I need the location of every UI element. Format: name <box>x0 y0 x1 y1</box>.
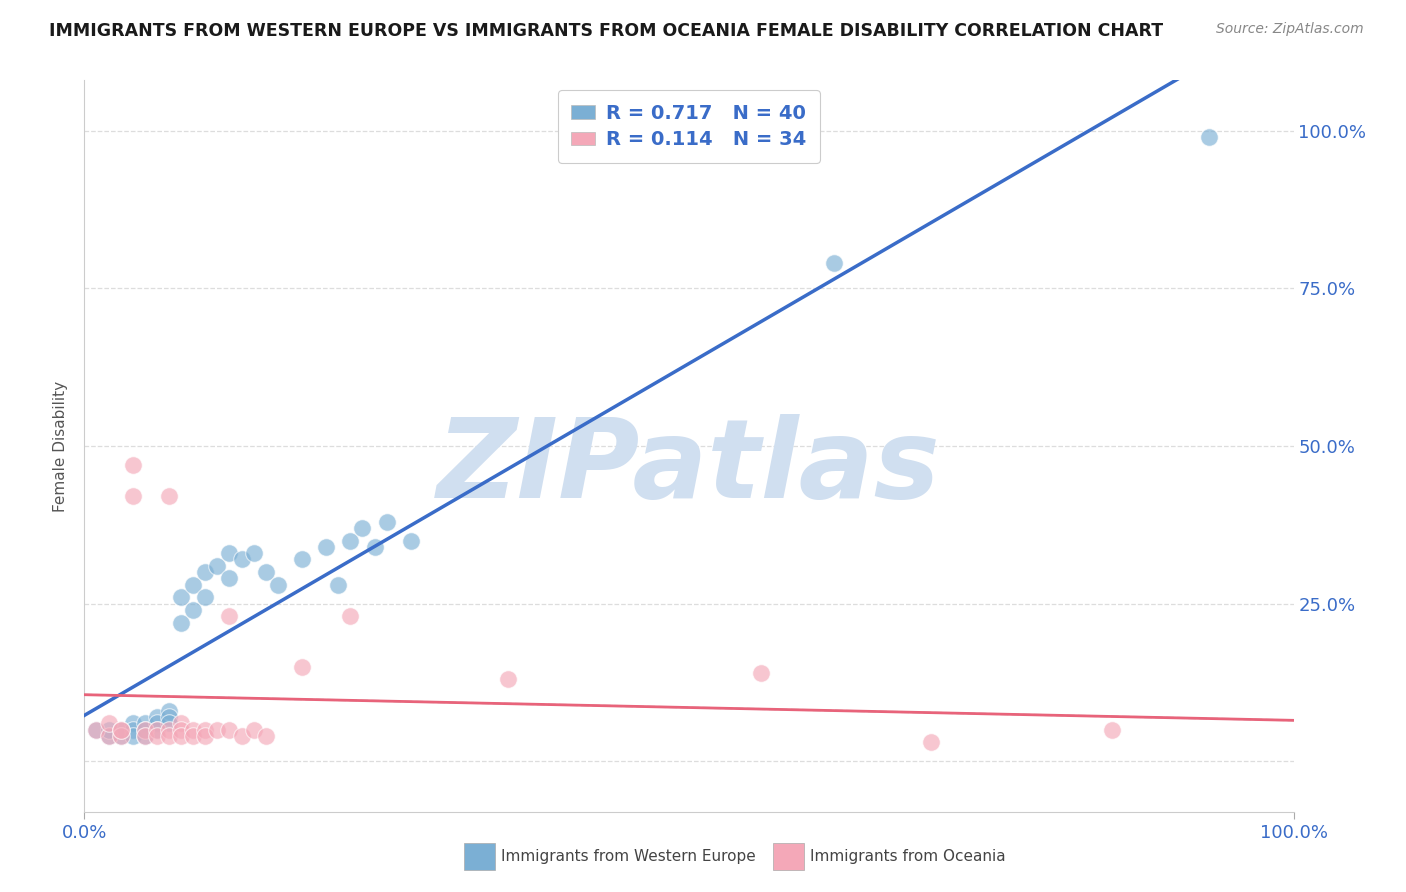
Point <box>194 723 217 737</box>
Point <box>170 729 193 743</box>
Point <box>134 716 156 731</box>
Point <box>399 533 422 548</box>
Legend: R = 0.717   N = 40, R = 0.114   N = 34: R = 0.717 N = 40, R = 0.114 N = 34 <box>558 90 820 163</box>
Point <box>1101 723 1123 737</box>
Point <box>134 729 156 743</box>
Point <box>110 723 132 737</box>
Point <box>751 665 773 680</box>
Point <box>157 704 180 718</box>
Point <box>97 729 120 743</box>
Y-axis label: Female Disability: Female Disability <box>53 380 69 512</box>
Text: Source: ZipAtlas.com: Source: ZipAtlas.com <box>1216 22 1364 37</box>
Point <box>291 659 314 673</box>
Text: ZIPatlas: ZIPatlas <box>437 415 941 522</box>
Point <box>97 723 120 737</box>
Point <box>146 716 169 731</box>
Point <box>207 723 229 737</box>
Point <box>110 729 132 743</box>
Point <box>231 552 253 566</box>
Point <box>218 609 240 624</box>
Point <box>97 729 120 743</box>
Point <box>170 591 193 605</box>
Point <box>157 729 180 743</box>
Point <box>181 578 204 592</box>
Text: IMMIGRANTS FROM WESTERN EUROPE VS IMMIGRANTS FROM OCEANIA FEMALE DISABILITY CORR: IMMIGRANTS FROM WESTERN EUROPE VS IMMIGR… <box>49 22 1163 40</box>
Point <box>170 723 193 737</box>
Point <box>157 490 180 504</box>
Point <box>218 571 240 585</box>
Point <box>121 490 143 504</box>
Point <box>146 729 169 743</box>
Text: Immigrants from Western Europe: Immigrants from Western Europe <box>501 849 755 863</box>
Point <box>86 723 108 737</box>
Point <box>134 729 156 743</box>
Point <box>254 565 277 579</box>
Point <box>170 615 193 630</box>
Point <box>194 591 217 605</box>
Point <box>254 729 277 743</box>
Point <box>134 723 156 737</box>
Point <box>97 716 120 731</box>
Point <box>339 609 361 624</box>
Point <box>363 540 385 554</box>
Point <box>170 716 193 731</box>
Point <box>1198 130 1220 145</box>
Point <box>352 521 374 535</box>
Point <box>328 578 350 592</box>
Point <box>267 578 290 592</box>
Point <box>121 723 143 737</box>
Point <box>157 723 180 737</box>
Point <box>146 723 169 737</box>
Point <box>242 723 264 737</box>
Point <box>181 603 204 617</box>
Point <box>121 716 143 731</box>
Point <box>291 552 314 566</box>
Point <box>823 256 845 270</box>
Point <box>496 673 519 687</box>
Point <box>146 723 169 737</box>
Point <box>86 723 108 737</box>
Point <box>315 540 337 554</box>
Point <box>242 546 264 560</box>
Point <box>207 558 229 573</box>
Point <box>121 458 143 472</box>
Point <box>181 723 204 737</box>
Point <box>134 723 156 737</box>
Point <box>121 729 143 743</box>
Point <box>920 735 942 749</box>
Point <box>146 710 169 724</box>
Point <box>218 546 240 560</box>
Text: Immigrants from Oceania: Immigrants from Oceania <box>810 849 1005 863</box>
Point <box>218 723 240 737</box>
Point <box>157 710 180 724</box>
Point <box>110 723 132 737</box>
Point <box>375 515 398 529</box>
Point <box>194 565 217 579</box>
Point <box>194 729 217 743</box>
Point <box>110 729 132 743</box>
Point <box>110 723 132 737</box>
Point <box>157 716 180 731</box>
Point <box>339 533 361 548</box>
Point <box>231 729 253 743</box>
Point <box>181 729 204 743</box>
